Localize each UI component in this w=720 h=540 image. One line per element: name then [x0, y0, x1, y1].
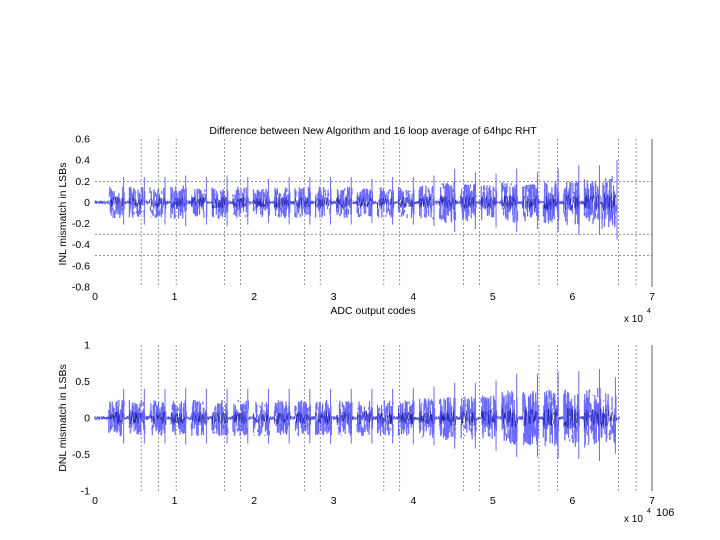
series-line	[94, 407, 620, 429]
x-tick-label: 1	[172, 291, 178, 303]
x-tick-label: 4	[410, 495, 416, 507]
y-tick-label: -0.5	[72, 449, 90, 461]
x-axis-label: ADC output codes	[330, 305, 415, 317]
data-series	[94, 368, 621, 461]
x-tick-label: 6	[570, 495, 576, 507]
y-ticks: 0.6 0.4 0.2 0 -0.2 -0.4 -0.6 -0.8	[72, 134, 90, 294]
y-tick-label: 0.5	[75, 376, 90, 388]
x-tick-label: 7	[649, 291, 655, 303]
y-tick-label: 0	[84, 413, 90, 425]
x-tick-label: 4	[410, 291, 416, 303]
chart-title: Difference between New Algorithm and 16 …	[209, 125, 537, 137]
x-exponent-label: x 10	[624, 314, 643, 325]
x-ticks: 0 1 2 3 4 5 6 7	[92, 291, 655, 303]
x-tick-label: 3	[331, 291, 337, 303]
x-ticks: 0 1 2 3 4 5 6 7	[92, 495, 655, 507]
x-exponent: 4	[647, 508, 651, 515]
data-series	[94, 160, 618, 240]
dnl-chart: DNL mismatch in LSBs x 10 4 10.50-0.5-1 …	[57, 340, 655, 526]
y-axis-label: INL mismatch in LSBs	[57, 163, 69, 266]
x-tick-label: 2	[251, 291, 257, 303]
x-tick-label: 5	[490, 495, 496, 507]
y-tick-label: -0.6	[72, 260, 90, 272]
y-tick-label: -1	[81, 486, 90, 498]
x-tick-label: 0	[92, 495, 98, 507]
y-tick-label: 0	[84, 197, 90, 209]
x-tick-label: 6	[570, 291, 576, 303]
y-ticks: 1 0.5 0 -0.5 -1	[72, 340, 90, 498]
y-tick-label: 1	[84, 340, 90, 352]
x-tick-label: 0	[92, 291, 98, 303]
x-tick-label: 7	[649, 495, 655, 507]
x-tick-label: 2	[251, 495, 257, 507]
series-line	[95, 193, 617, 211]
x-tick-label: 5	[490, 291, 496, 303]
y-tick-label: -0.8	[72, 282, 90, 294]
y-axis-label: DNL mismatch in LSBs	[57, 364, 69, 472]
x-exponent: 4	[647, 308, 651, 315]
page-number: 106	[656, 507, 675, 519]
x-tick-label: 3	[331, 495, 337, 507]
y-tick-label: -0.4	[72, 239, 90, 251]
y-tick-label: -0.2	[72, 218, 90, 230]
x-tick-label: 1	[172, 495, 178, 507]
y-tick-label: 0.6	[75, 134, 90, 146]
y-tick-label: 0.4	[75, 155, 90, 167]
y-tick-label: 0.2	[75, 176, 90, 188]
inl-chart: Difference between New Algorithm and 16 …	[57, 125, 655, 325]
x-exponent-label: x 10	[624, 514, 643, 525]
